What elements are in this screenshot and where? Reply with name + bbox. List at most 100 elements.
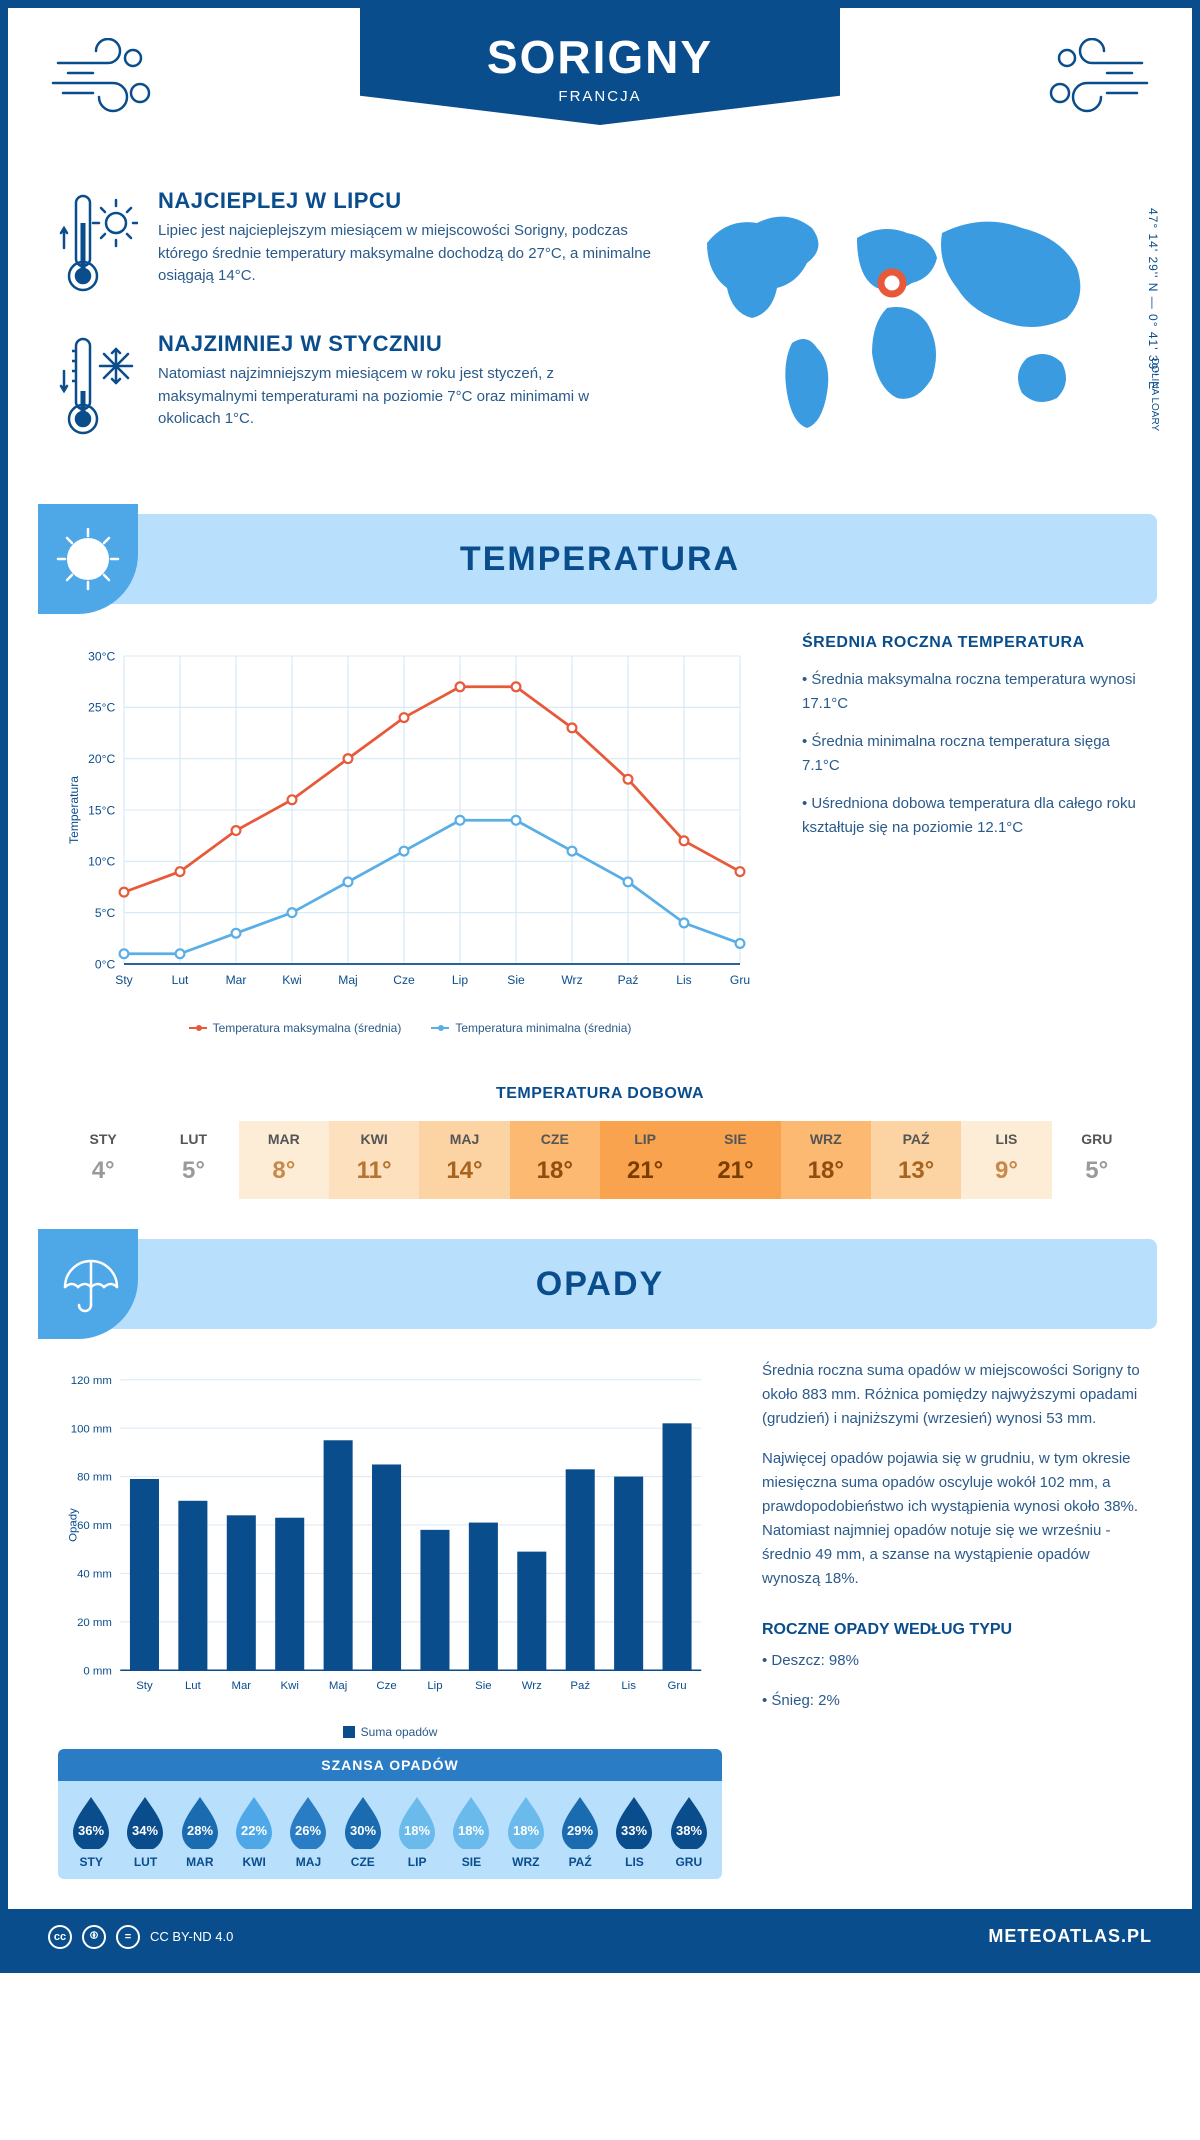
svg-text:10°C: 10°C xyxy=(88,855,115,869)
svg-text:18%: 18% xyxy=(404,1823,430,1838)
svg-text:Wrz: Wrz xyxy=(561,973,582,987)
svg-text:Lis: Lis xyxy=(621,1680,636,1692)
title-banner: SORIGNY FRANCJA xyxy=(360,8,840,125)
daily-temp-cell: MAJ14° xyxy=(419,1121,509,1199)
svg-text:Paź: Paź xyxy=(618,973,639,987)
precip-type-item: • Śnieg: 2% xyxy=(762,1689,1142,1713)
svg-text:Paź: Paź xyxy=(570,1680,590,1692)
rain-drop-cell: 18%WRZ xyxy=(499,1795,553,1869)
umbrella-icon xyxy=(38,1229,138,1339)
precipitation-info: Średnia roczna suma opadów w miejscowośc… xyxy=(762,1359,1142,1879)
rain-drop-cell: 34%LUT xyxy=(118,1795,172,1869)
svg-text:Cze: Cze xyxy=(393,973,415,987)
daily-temp-cell: PAŹ13° xyxy=(871,1121,961,1199)
temperature-chart: 0°C5°C10°C15°C20°C25°C30°CStyLutMarKwiMa… xyxy=(58,634,762,1035)
precipitation-chart: 0 mm20 mm40 mm60 mm80 mm100 mm120 mmStyL… xyxy=(58,1359,722,1879)
precip-type-title: ROCZNE OPADY WEDŁUG TYPU xyxy=(762,1621,1142,1639)
world-map: 47° 14' 29'' N — 0° 41' 39'' E DOLINA LO… xyxy=(682,188,1142,474)
svg-text:28%: 28% xyxy=(187,1823,213,1838)
svg-text:38%: 38% xyxy=(676,1823,702,1838)
daily-temp-cell: LIS9° xyxy=(961,1121,1051,1199)
sun-icon xyxy=(38,504,138,614)
license-block: cc 🅯 = CC BY-ND 4.0 xyxy=(48,1925,233,1949)
temp-info-bullet: • Średnia minimalna roczna temperatura s… xyxy=(802,730,1142,778)
svg-text:Cze: Cze xyxy=(376,1680,396,1692)
svg-text:Gru: Gru xyxy=(730,973,750,987)
thermometer-snow-icon xyxy=(58,331,138,446)
precip-p1: Średnia roczna suma opadów w miejscowośc… xyxy=(762,1359,1142,1431)
site-name: METEOATLAS.PL xyxy=(988,1926,1152,1947)
svg-text:Sty: Sty xyxy=(136,1680,153,1692)
daily-temp-cell: STY4° xyxy=(58,1121,148,1199)
svg-text:Mar: Mar xyxy=(231,1680,251,1692)
svg-text:Lis: Lis xyxy=(676,973,691,987)
country-name: FRANCJA xyxy=(360,88,840,105)
thermometer-sun-icon xyxy=(58,188,138,303)
svg-text:18%: 18% xyxy=(458,1823,484,1838)
rain-drop-cell: 30%CZE xyxy=(336,1795,390,1869)
temperature-info: ŚREDNIA ROCZNA TEMPERATURA • Średnia mak… xyxy=(802,634,1142,1035)
daily-temp-cell: KWI11° xyxy=(329,1121,419,1199)
header: SORIGNY FRANCJA xyxy=(8,8,1192,178)
rain-drop-cell: 22%KWI xyxy=(227,1795,281,1869)
city-name: SORIGNY xyxy=(360,30,840,84)
precipitation-section: 0 mm20 mm40 mm60 mm80 mm100 mm120 mmStyL… xyxy=(8,1359,1192,1909)
svg-text:0°C: 0°C xyxy=(95,957,116,971)
svg-text:29%: 29% xyxy=(567,1823,593,1838)
svg-text:Maj: Maj xyxy=(338,973,358,987)
daily-temp-title: TEMPERATURA DOBOWA xyxy=(8,1085,1192,1103)
svg-text:Mar: Mar xyxy=(226,973,247,987)
fact-hottest: NAJCIEPLEJ W LIPCU Lipiec jest najcieple… xyxy=(58,188,652,303)
daily-temp-cell: LIP21° xyxy=(600,1121,690,1199)
daily-temp-cell: MAR8° xyxy=(239,1121,329,1199)
rain-chance-title: SZANSA OPADÓW xyxy=(58,1749,722,1781)
wind-icon-left xyxy=(48,38,158,123)
temperature-banner: TEMPERATURA xyxy=(43,514,1157,604)
precip-p2: Najwięcej opadów pojawia się w grudniu, … xyxy=(762,1447,1142,1591)
intro-row: NAJCIEPLEJ W LIPCU Lipiec jest najcieple… xyxy=(8,178,1192,504)
svg-text:Kwi: Kwi xyxy=(281,1680,299,1692)
svg-text:22%: 22% xyxy=(241,1823,267,1838)
svg-text:0 mm: 0 mm xyxy=(83,1665,112,1677)
daily-temp-cell: CZE18° xyxy=(510,1121,600,1199)
svg-text:Gru: Gru xyxy=(668,1680,687,1692)
svg-text:26%: 26% xyxy=(295,1823,321,1838)
cc-icon: cc xyxy=(48,1925,72,1949)
temp-info-bullet: • Uśredniona dobowa temperatura dla całe… xyxy=(802,792,1142,840)
svg-text:Sie: Sie xyxy=(507,973,525,987)
svg-text:120 mm: 120 mm xyxy=(71,1375,112,1387)
svg-text:40 mm: 40 mm xyxy=(77,1569,112,1581)
svg-text:20°C: 20°C xyxy=(88,752,115,766)
svg-text:Lip: Lip xyxy=(452,973,468,987)
page: SORIGNY FRANCJA xyxy=(0,0,1200,1973)
precip-chart-legend: Suma opadów xyxy=(58,1725,722,1739)
svg-text:60 mm: 60 mm xyxy=(77,1520,112,1532)
wind-icon-right xyxy=(1042,38,1152,123)
daily-temp-cell: LUT5° xyxy=(148,1121,238,1199)
daily-temp-cell: GRU5° xyxy=(1052,1121,1142,1199)
rain-chance-panel: SZANSA OPADÓW 36%STY34%LUT28%MAR22%KWI26… xyxy=(58,1749,722,1879)
rain-drop-cell: 33%LIS xyxy=(607,1795,661,1869)
svg-text:Wrz: Wrz xyxy=(522,1680,542,1692)
svg-text:Lut: Lut xyxy=(172,973,189,987)
svg-text:100 mm: 100 mm xyxy=(71,1423,112,1435)
svg-text:Lip: Lip xyxy=(427,1680,442,1692)
svg-text:30°C: 30°C xyxy=(88,649,115,663)
svg-text:34%: 34% xyxy=(132,1823,158,1838)
rain-drop-cell: 29%PAŹ xyxy=(553,1795,607,1869)
legend-precip: Suma opadów xyxy=(361,1725,438,1739)
svg-text:Opady: Opady xyxy=(68,1508,80,1542)
svg-text:Temperatura: Temperatura xyxy=(67,776,81,844)
region-label: DOLINA LOARY xyxy=(1149,358,1160,431)
svg-text:36%: 36% xyxy=(78,1823,104,1838)
daily-temp-table: STY4°LUT5°MAR8°KWI11°MAJ14°CZE18°LIP21°S… xyxy=(58,1121,1142,1199)
svg-text:18%: 18% xyxy=(513,1823,539,1838)
footer: cc 🅯 = CC BY-ND 4.0 METEOATLAS.PL xyxy=(8,1909,1192,1965)
daily-temp-cell: WRZ18° xyxy=(781,1121,871,1199)
nd-icon: = xyxy=(116,1925,140,1949)
svg-text:15°C: 15°C xyxy=(88,803,115,817)
svg-text:Maj: Maj xyxy=(329,1680,347,1692)
fact-cold-title: NAJZIMNIEJ W STYCZNIU xyxy=(158,331,652,357)
rain-drop-cell: 18%LIP xyxy=(390,1795,444,1869)
svg-text:Sty: Sty xyxy=(115,973,133,987)
